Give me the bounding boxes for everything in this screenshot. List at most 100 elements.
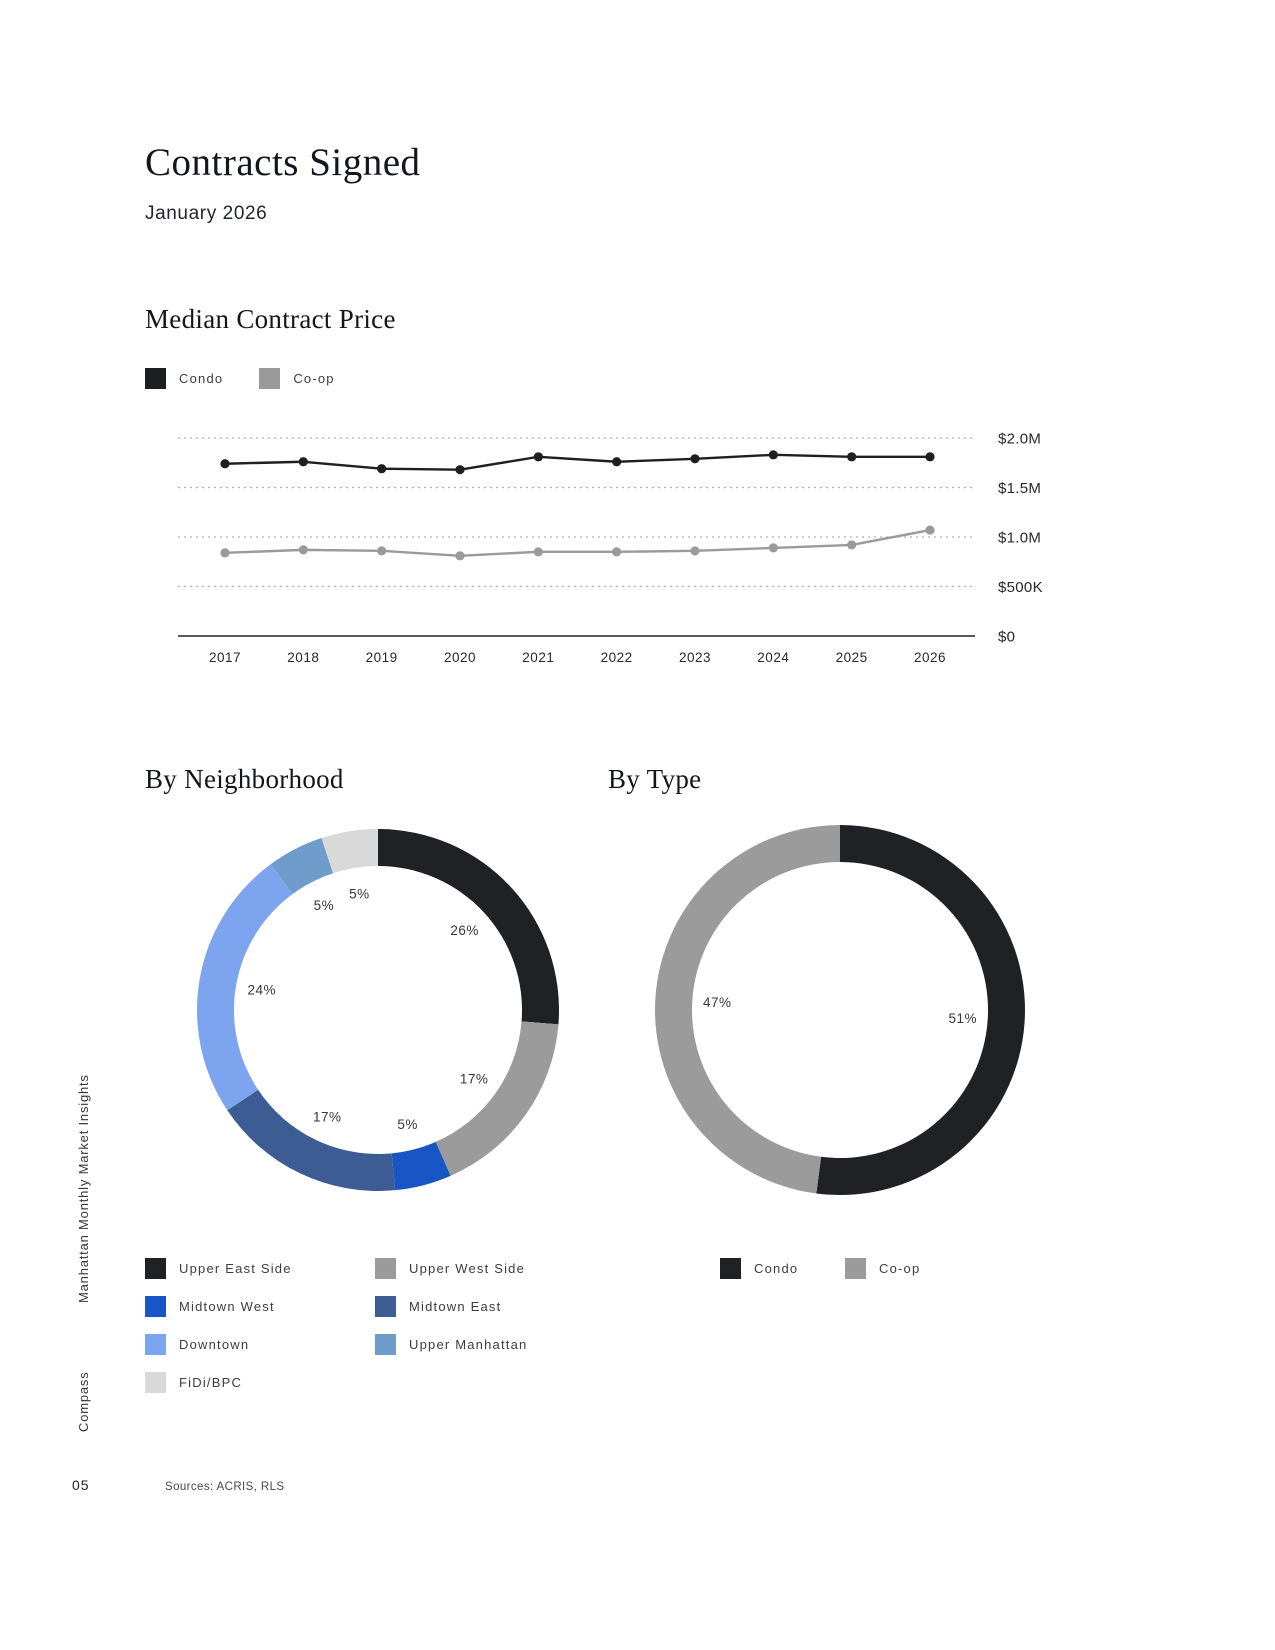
legend-item-upper-west-side: Upper West Side	[375, 1258, 605, 1279]
legend-label: Upper Manhattan	[409, 1337, 528, 1352]
sources-note: Sources: ACRIS, RLS	[165, 1481, 285, 1493]
legend-item-condo: Condo	[145, 368, 223, 389]
neighborhood-legend: Upper East Side Upper West Side Midtown We…	[145, 1258, 605, 1393]
data-point-co-op	[690, 546, 700, 556]
data-point-co-op	[768, 543, 778, 553]
legend-swatch-upper-manhattan	[375, 1334, 396, 1355]
section-heading-median-contract-price: Median Contract Price	[145, 304, 396, 334]
data-point-co-op	[298, 545, 308, 555]
series-line-co-op	[224, 528, 931, 558]
x-axis-tick-label: 2022	[601, 650, 633, 665]
data-point-condo	[925, 452, 935, 462]
donut-slice-upper-west-side	[435, 1021, 559, 1176]
x-axis-tick-label: 2023	[679, 650, 711, 665]
data-point-co-op	[612, 547, 622, 557]
x-axis-tick-label: 2019	[366, 650, 398, 665]
by-type-donut-chart: 51% 47%	[655, 825, 1025, 1195]
data-point-condo	[220, 459, 230, 469]
donut-slice-label-upper-manhattan: 5%	[314, 898, 335, 913]
series-line-condo	[224, 453, 930, 471]
sidebar-report-title: Manhattan Monthly Market Insights	[76, 1074, 91, 1303]
data-point-condo	[768, 450, 778, 460]
legend-item-midtown-west: Midtown West	[145, 1296, 375, 1317]
legend-item-co-op: Co-op	[845, 1258, 970, 1279]
donut-slice-downtown	[197, 864, 293, 1111]
donut-slice-co-op	[655, 825, 840, 1194]
legend-swatch-condo	[720, 1258, 741, 1279]
by-neighborhood-donut-chart: 26% 17% 5% 17% 24% 5% 5%	[197, 829, 559, 1191]
donut-slice-label-condo: 51%	[948, 1011, 977, 1026]
data-point-co-op	[925, 525, 935, 535]
x-axis-tick-label: 2025	[836, 650, 868, 665]
legend-item-downtown: Downtown	[145, 1334, 375, 1355]
section-heading-by-type: By Type	[608, 764, 702, 794]
legend-item-upper-east-side: Upper East Side	[145, 1258, 375, 1279]
page-title: Contracts Signed	[145, 141, 421, 184]
sidebar-brand: Compass	[76, 1371, 91, 1432]
type-legend: Condo Co-op	[720, 1258, 970, 1279]
legend-item-upper-manhattan: Upper Manhattan	[375, 1334, 605, 1355]
x-axis-tick-label: 2026	[914, 650, 946, 665]
data-point-condo	[533, 452, 543, 462]
data-point-co-op	[455, 551, 465, 561]
legend-swatch-condo	[145, 368, 166, 389]
data-point-condo	[298, 457, 308, 467]
donut-slice-label-upper-east-side: 26%	[450, 923, 479, 938]
legend-swatch-co-op	[259, 368, 281, 389]
data-point-condo	[690, 454, 700, 464]
legend-label: Midtown West	[179, 1299, 275, 1314]
donut-slice-label-upper-west-side: 17%	[460, 1071, 489, 1086]
section-heading-by-neighborhood: By Neighborhood	[145, 764, 344, 794]
donut-slice-label-downtown: 24%	[248, 983, 277, 998]
legend-swatch-downtown	[145, 1334, 166, 1355]
donut-slice-midtown-east	[227, 1089, 396, 1191]
legend-swatch-upper-east-side	[145, 1258, 166, 1279]
data-point-co-op	[847, 540, 857, 550]
legend-item-condo: Condo	[720, 1258, 845, 1279]
legend-label: Downtown	[179, 1337, 250, 1352]
data-point-co-op	[377, 546, 387, 556]
legend-label: Co-op	[293, 371, 335, 386]
legend-swatch-co-op	[845, 1258, 866, 1279]
line-chart-legend: Condo Co-op	[145, 368, 335, 389]
legend-label: Upper West Side	[409, 1261, 526, 1276]
legend-swatch-upper-west-side	[375, 1258, 396, 1279]
x-axis-tick-label: 2021	[522, 650, 554, 665]
data-point-co-op	[533, 547, 543, 557]
data-point-condo	[612, 457, 622, 467]
x-axis-tick-label: 2017	[209, 650, 241, 665]
page-subtitle: January 2026	[145, 203, 268, 224]
donut-slice-upper-east-side	[378, 829, 559, 1025]
legend-swatch-fidi-bpc	[145, 1372, 166, 1393]
legend-label: FiDi/BPC	[179, 1375, 243, 1390]
donut-slice-midtown-west	[391, 1141, 451, 1191]
donut-slice-label-midtown-east: 17%	[313, 1110, 342, 1125]
legend-label: Co-op	[879, 1261, 921, 1276]
legend-swatch-midtown-west	[145, 1296, 166, 1317]
legend-label: Condo	[179, 371, 224, 386]
data-point-co-op	[220, 548, 230, 558]
legend-label: Condo	[754, 1261, 799, 1276]
y-axis-tick-label: $0	[998, 629, 1015, 646]
y-axis-tick-label: $1.5M	[998, 480, 1041, 497]
legend-label: Upper East Side	[179, 1261, 292, 1276]
donut-slice-label-fidi-bpc: 5%	[349, 886, 370, 901]
legend-item-co-op: Co-op	[259, 368, 334, 389]
x-axis-tick-label: 2018	[287, 650, 319, 665]
donut-slice-label-midtown-west: 5%	[397, 1117, 418, 1132]
page-number: 05	[72, 1477, 90, 1493]
data-point-condo	[455, 465, 465, 475]
legend-swatch-midtown-east	[375, 1296, 396, 1317]
x-axis-tick-label: 2020	[444, 650, 476, 665]
x-axis-tick-label: 2024	[757, 650, 789, 665]
donut-slice-upper-manhattan	[270, 838, 334, 895]
donut-slice-fidi-bpc	[321, 829, 378, 874]
legend-label: Midtown East	[409, 1299, 502, 1314]
legend-item-midtown-east: Midtown East	[375, 1296, 605, 1317]
median-contract-price-line-chart: $2.0M $1.5M $1.0M $500K $0 2017 2018 2019 2020 20…	[178, 431, 1043, 665]
data-point-condo	[847, 452, 857, 462]
donut-slice-label-co-op: 47%	[703, 995, 732, 1010]
data-point-condo	[377, 464, 387, 474]
donut-slice-condo	[816, 825, 1025, 1195]
